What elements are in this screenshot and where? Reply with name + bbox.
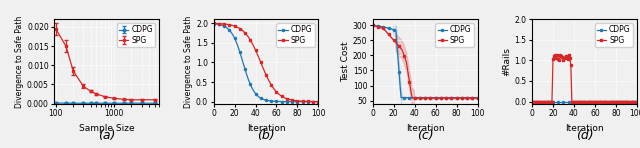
SPG [556,59,563,61]
SPG [236,28,244,29]
X-axis label: Iteration: Iteration [406,124,445,133]
Text: (c): (c) [417,129,433,142]
Legend: CDPG, SPG: CDPG, SPG [595,23,633,47]
SPG [603,101,611,102]
Line: CDPG: CDPG [531,100,638,103]
Line: SPG: SPG [531,54,638,103]
Text: (b): (b) [257,129,275,142]
CDPG [433,97,440,98]
SPG [528,101,536,102]
Legend: CDPG, SPG: CDPG, SPG [435,23,474,47]
SPG [633,101,640,102]
SPG [554,54,561,56]
CDPG [418,97,426,98]
SPG [608,101,616,102]
Y-axis label: Test Cost: Test Cost [341,41,350,82]
SPG [536,101,543,102]
X-axis label: Iteration: Iteration [565,124,604,133]
CDPG [289,101,296,103]
CDPG [376,25,384,27]
SPG [314,101,322,102]
CDPG [591,101,599,102]
SPG [217,23,225,25]
SPG [449,97,456,99]
CDPG [397,97,405,98]
Y-axis label: Divergence to Safe Path: Divergence to Safe Path [15,15,24,108]
CDPG [217,24,225,26]
Text: (a): (a) [98,129,115,142]
SPG [418,97,426,99]
CDPG [528,101,536,102]
Line: SPG: SPG [372,24,479,99]
Legend: CDPG, SPG: CDPG, SPG [117,23,156,47]
SPG [210,22,218,24]
SPG [369,24,377,26]
CDPG [236,51,244,53]
SPG [409,97,417,99]
SPG [289,99,296,101]
SPG [474,97,481,99]
CDPG [577,101,584,102]
CDPG [607,101,614,102]
SPG [577,101,585,102]
Line: SPG: SPG [212,22,319,103]
X-axis label: Iteration: Iteration [246,124,285,133]
CDPG [474,97,481,98]
Text: (d): (d) [575,129,593,142]
CDPG [602,101,609,102]
CDPG [395,71,403,73]
Line: CDPG: CDPG [212,23,319,103]
CDPG [314,101,322,103]
Legend: CDPG, SPG: CDPG, SPG [276,23,314,47]
CDPG [369,24,377,26]
Line: CDPG: CDPG [372,24,479,99]
SPG [444,97,451,99]
Y-axis label: Divergence to Safe Path: Divergence to Safe Path [184,15,193,108]
SPG [273,91,280,93]
CDPG [449,97,456,98]
CDPG [283,101,291,102]
SPG [395,45,403,47]
CDPG [210,23,218,25]
SPG [283,98,291,100]
CDPG [554,101,562,102]
CDPG [273,100,280,102]
CDPG [444,97,451,98]
Y-axis label: #Rails: #Rails [502,47,511,76]
SPG [376,26,384,28]
CDPG [536,101,543,102]
CDPG [258,98,266,100]
SPG [258,64,266,66]
SPG [592,101,600,102]
SPG [433,97,440,99]
X-axis label: Sample Size: Sample Size [79,124,134,133]
CDPG [633,101,640,102]
